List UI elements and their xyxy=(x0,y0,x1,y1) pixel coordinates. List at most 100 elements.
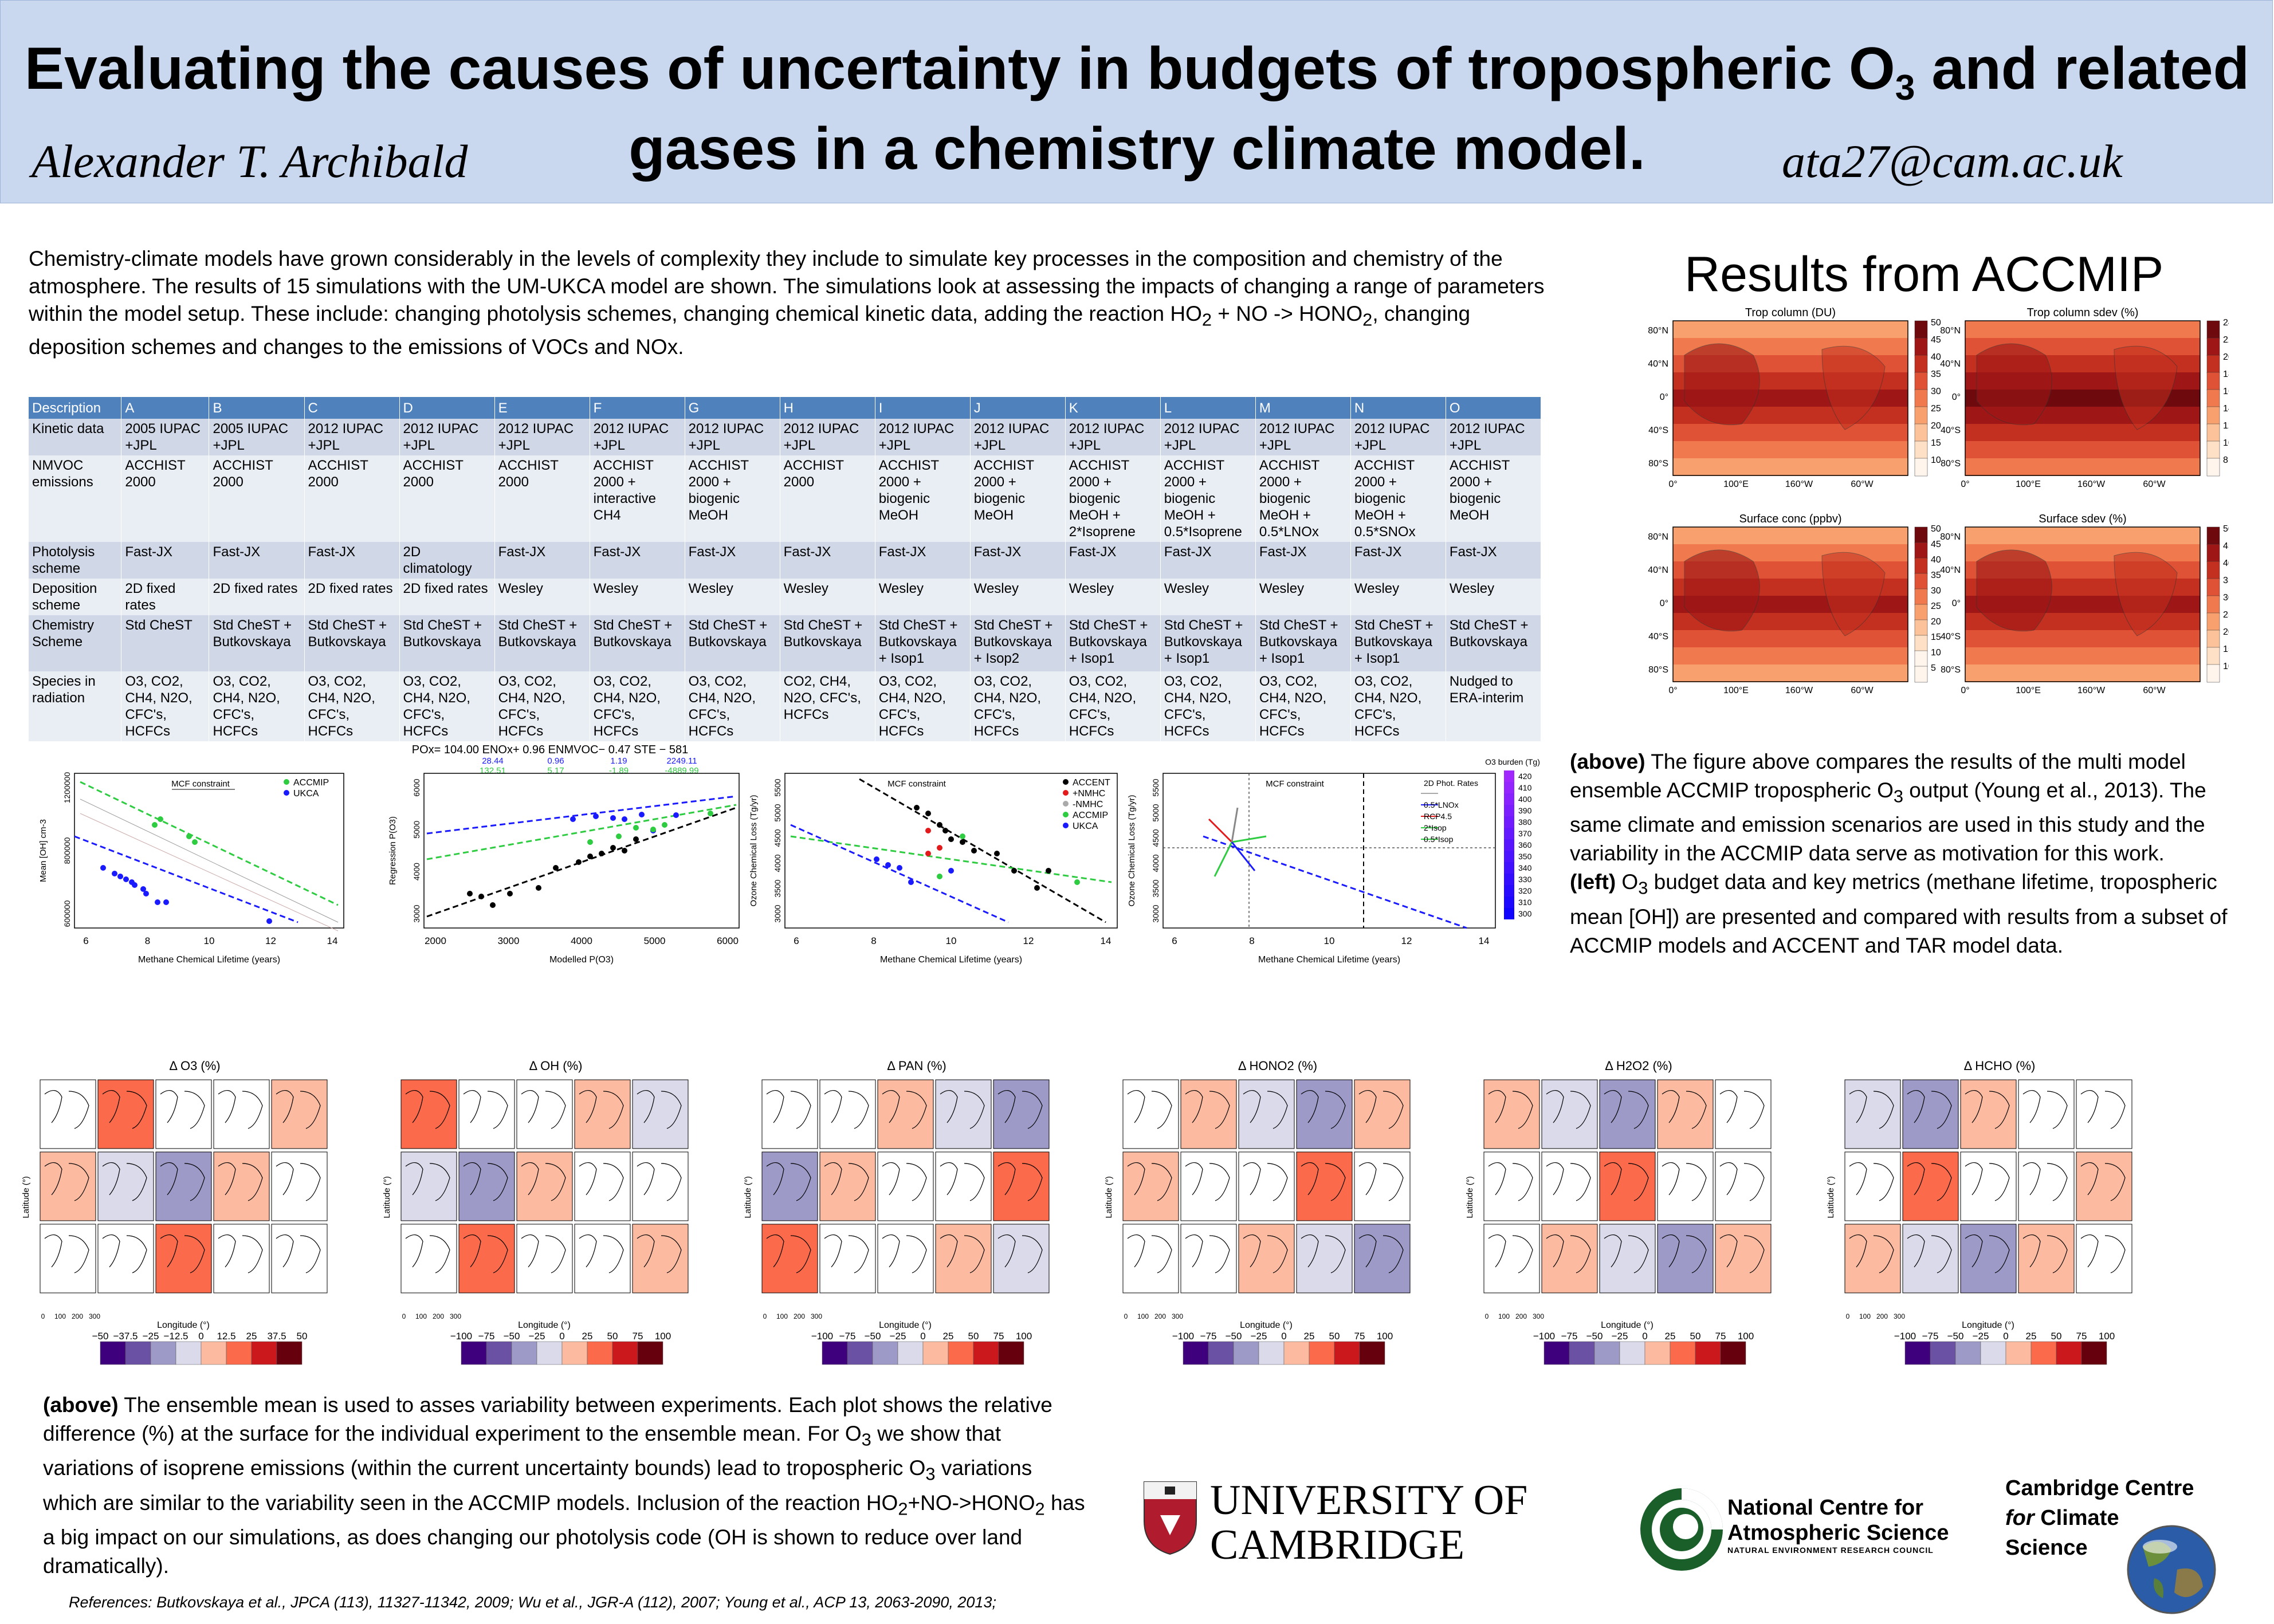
mini-map xyxy=(2018,1151,2075,1221)
colorbar-label: 40 xyxy=(1931,352,1941,362)
table-header-i: I xyxy=(875,397,971,419)
colorbar-cell xyxy=(226,1341,252,1365)
coastline xyxy=(102,1162,147,1201)
coastline xyxy=(1662,1090,1707,1129)
colorbar-label: −100 xyxy=(450,1331,472,1342)
lon-tick: 0 xyxy=(1124,1312,1128,1320)
colorbar-label: −25 xyxy=(143,1331,159,1342)
data-point xyxy=(897,865,902,871)
scatter-oh-vs-lifetime: 6 8 10 12 14 600000 800000 1200000 Methane Chemi… xyxy=(38,772,344,965)
sensitivity-arrow xyxy=(1208,818,1233,843)
mini-map xyxy=(1657,1151,1714,1221)
data-point xyxy=(673,812,679,818)
lon-tick: 0 xyxy=(402,1312,406,1320)
colorbar-label: 50 xyxy=(2223,524,2229,534)
panel-title: Δ PAN (%) xyxy=(887,1059,946,1073)
table-header-b: B xyxy=(209,397,305,419)
mini-map xyxy=(516,1224,573,1293)
lon-tick: 160°W xyxy=(1785,686,1813,695)
mini-map xyxy=(271,1079,328,1149)
mini-map xyxy=(1296,1224,1353,1293)
colorbar-label: 100 xyxy=(655,1331,671,1342)
mini-map xyxy=(1180,1151,1237,1221)
table-row: NMVOC emissions ACCHIST 2000 ACCHIST 2000 A… xyxy=(29,455,1542,542)
accmip-map: Trop column sdev (%)80°N40°N0°40°S80°S0°… xyxy=(1940,306,2229,489)
table-row-label: NMVOC emissions xyxy=(29,455,122,542)
colorbar-label: 24 xyxy=(2223,318,2229,328)
colorbar-label: 40 xyxy=(1931,555,1941,565)
table-cell: 2012 IUPAC +JPL xyxy=(1446,419,1542,455)
author-email[interactable]: ata27@cam.ac.uk xyxy=(1782,135,2123,187)
table-cell: O3, CO2, CH4, N2O, CFC's, HCFCs xyxy=(121,671,210,741)
scatter-o3-loss-sensitivity: 6 8 10 12 14 3000 3500 4000 4500 5000 5500 Methane … xyxy=(1127,773,1496,965)
table-header-n: N xyxy=(1350,397,1446,419)
y-tick: 3000 xyxy=(1151,905,1160,922)
cbar-label: 340 xyxy=(1518,863,1532,872)
colorbar-cell xyxy=(2206,372,2220,391)
colorbar-cell xyxy=(1930,1341,1956,1365)
x-tick: 12 xyxy=(1023,935,1034,946)
lat-tick: 40°N xyxy=(1940,359,1961,369)
x-axis-label: Methane Chemical Lifetime (years) xyxy=(138,955,280,965)
x-tick: 2000 xyxy=(425,935,446,946)
colorbar-label: 25 xyxy=(1931,601,1941,611)
x-tick: 12 xyxy=(265,935,276,946)
data-point xyxy=(942,828,948,833)
coastline xyxy=(1719,1090,1765,1129)
author-name: Alexander T. Archibald xyxy=(32,135,468,187)
colorbar-label: −25 xyxy=(529,1331,545,1342)
colorbar-label: −25 xyxy=(1251,1331,1267,1342)
x-tick: 12 xyxy=(1401,935,1412,946)
lon-tick: 300 xyxy=(1172,1312,1183,1320)
colorbar-cell xyxy=(1914,441,1928,459)
legend-item: 0.5*Isop xyxy=(1424,835,1454,844)
cbar-cell xyxy=(1504,862,1514,874)
continent-shape xyxy=(1684,343,1760,426)
lat-tick: 80°N xyxy=(1940,326,1961,336)
colorbar-label: 40 xyxy=(2223,559,2229,568)
coastline xyxy=(160,1090,205,1129)
continent-shape xyxy=(1821,552,1886,636)
coastline xyxy=(1907,1234,1952,1273)
colorbar-label: 50 xyxy=(1690,1331,1701,1342)
data-point xyxy=(633,836,639,842)
panel-title: Δ HONO2 (%) xyxy=(1238,1059,1317,1073)
cbar-cell xyxy=(1504,828,1514,839)
coastline xyxy=(1719,1162,1765,1201)
coastline xyxy=(2080,1162,2126,1201)
colorbar-label: 0 xyxy=(1281,1331,1286,1342)
coastline xyxy=(824,1090,869,1129)
mini-map xyxy=(40,1079,96,1149)
intro-paragraph: Chemistry-climate models have grown cons… xyxy=(29,247,1545,359)
data-point xyxy=(937,845,942,851)
colorbar-label: −50 xyxy=(504,1331,520,1342)
colorbar-label: −25 xyxy=(1973,1331,1989,1342)
coastline xyxy=(1849,1234,1894,1273)
coastline xyxy=(521,1090,566,1129)
table-cell: Wesley xyxy=(590,579,685,615)
data-point xyxy=(123,876,129,882)
table-row-label: Chemistry Scheme xyxy=(29,615,122,671)
table-cell: Wesley xyxy=(1255,579,1351,615)
colorbar-cell xyxy=(1183,1341,1209,1365)
cbar-cell xyxy=(1504,896,1514,908)
mini-map xyxy=(1844,1079,1901,1149)
mini-map xyxy=(213,1224,270,1293)
lon-tick: 300 xyxy=(1533,1312,1544,1320)
coastline xyxy=(766,1162,811,1201)
table-cell: O3, CO2, CH4, N2O, CFC's, HCFCs xyxy=(1255,671,1351,741)
fit-line xyxy=(426,795,737,835)
x-axis-label: Methane Chemical Lifetime (years) xyxy=(880,955,1022,965)
legend-marker xyxy=(284,790,289,796)
lat-tick: 80°N xyxy=(1648,532,1668,542)
colorbar-cell xyxy=(2206,578,2220,597)
colorbar-label: −50 xyxy=(1586,1331,1603,1342)
coastline xyxy=(218,1234,263,1273)
y-axis-label: Mean [OH] cm-3 xyxy=(38,819,48,882)
table-cell: ACCHIST 2000 xyxy=(780,455,875,542)
colorbar-cell xyxy=(1644,1341,1671,1365)
colorbar-cell xyxy=(1544,1341,1570,1365)
lat-tick: 40°S xyxy=(1941,426,1961,435)
regression-title: POx= 104.00 ENOx+ 0.96 ENMVOC− 0.47 STE … xyxy=(412,744,688,756)
coastline xyxy=(997,1090,1043,1129)
